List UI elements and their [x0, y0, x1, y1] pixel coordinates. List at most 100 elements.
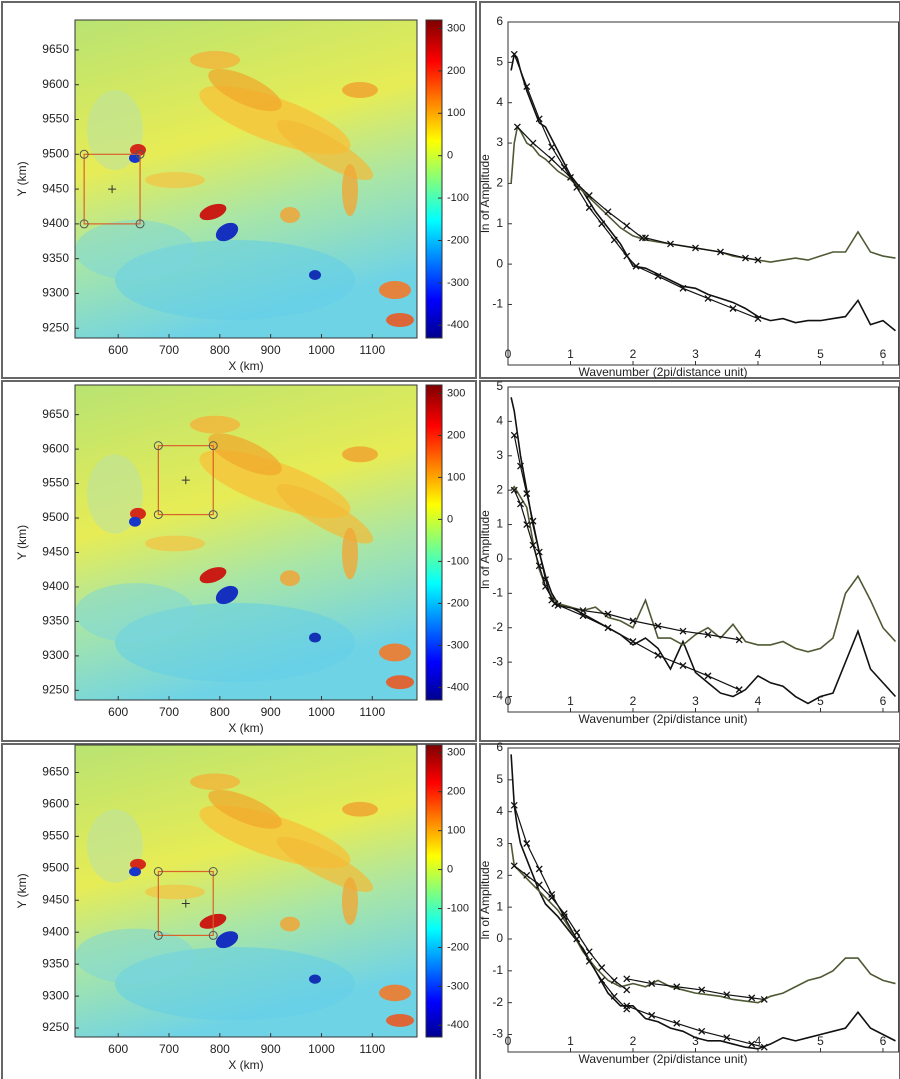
- colorbar-tick-label: 300: [447, 747, 465, 759]
- x-tick-label: 700: [159, 343, 179, 357]
- x-marker: [579, 607, 587, 615]
- x-marker: [704, 672, 712, 680]
- colorbar-tick-label: 300: [447, 387, 465, 399]
- y-tick-label: -2: [492, 620, 503, 634]
- colorbar-tick-label: -400: [447, 1019, 469, 1031]
- x-marker: [523, 840, 531, 847]
- x-tick-label: 1000: [308, 343, 335, 357]
- x-marker: [642, 234, 649, 242]
- x-tick-label: 1: [567, 694, 574, 708]
- x-tick-label: 5: [817, 694, 824, 708]
- series-line: [645, 237, 759, 261]
- x-marker: [610, 976, 618, 984]
- x-marker: [554, 601, 562, 609]
- x-marker: [723, 991, 731, 999]
- window-corner: [208, 930, 218, 940]
- y-tick-label: 9650: [42, 42, 69, 56]
- x-tick-label: 0: [505, 1034, 512, 1048]
- x-tick-label: 900: [261, 1042, 281, 1056]
- y-tick-label: 1: [496, 899, 503, 913]
- y-tick-label: -1: [492, 963, 503, 977]
- colorbar-tick-label: 0: [447, 863, 453, 875]
- x-marker: [717, 248, 724, 256]
- x-marker: [573, 935, 581, 943]
- y-tick-label: 3: [496, 135, 503, 149]
- series-line: [635, 265, 759, 320]
- y-tick-label: 1: [496, 517, 503, 531]
- axes-box: [507, 747, 900, 1053]
- x-marker: [748, 1040, 756, 1048]
- x-marker: [648, 980, 656, 988]
- colorbar-tick-label: -300: [447, 980, 469, 992]
- window-corner: [79, 149, 89, 159]
- x-marker: [529, 517, 537, 525]
- axes-box: [74, 744, 418, 1038]
- colorbar-tick-label: -100: [447, 555, 469, 567]
- window-corner: [153, 510, 163, 520]
- y-tick-label: 9600: [42, 77, 69, 91]
- x-marker: [585, 192, 593, 199]
- x-marker: [542, 583, 549, 590]
- colorbar-tick-label: -400: [447, 681, 469, 693]
- panel: [479, 1, 900, 379]
- x-marker: [698, 1027, 706, 1035]
- series-line: [554, 603, 740, 691]
- x-marker: [579, 612, 587, 620]
- series-line: [557, 604, 740, 641]
- x-tick-label: 0: [505, 694, 512, 708]
- x-axis-label: Wavenumber (2pi/distance unit): [579, 712, 748, 726]
- y-tick-label: -3: [492, 1027, 503, 1041]
- y-tick-label: 2: [496, 482, 503, 496]
- x-marker: [598, 976, 606, 984]
- window-center: [181, 899, 190, 908]
- y-tick-label: 2: [496, 868, 503, 882]
- x-marker: [704, 631, 712, 639]
- x-marker: [604, 610, 612, 618]
- y-tick-label: 9650: [42, 407, 69, 421]
- x-tick-label: 0: [505, 347, 512, 361]
- x-marker: [760, 996, 768, 1003]
- y-tick-label: 6: [496, 740, 503, 754]
- x-marker: [585, 204, 593, 212]
- x-marker: [585, 957, 593, 965]
- colorbar-tick-label: 0: [447, 150, 453, 162]
- x-marker: [679, 284, 687, 292]
- y-tick-label: 9400: [42, 924, 69, 938]
- y-tick-label: 4: [496, 95, 503, 109]
- map-image: [75, 385, 417, 701]
- x-marker: [535, 881, 543, 889]
- x-marker: [604, 624, 612, 632]
- colorbar-tick-label: -300: [447, 277, 469, 289]
- series-line: [510, 843, 896, 1004]
- x-tick-label: 900: [261, 343, 281, 357]
- x-marker: [523, 490, 531, 498]
- axes-box: [74, 384, 418, 701]
- y-tick-label: 3: [496, 448, 503, 462]
- x-marker: [548, 155, 556, 163]
- colorbar: [425, 19, 443, 339]
- y-tick-label: 9450: [42, 545, 69, 559]
- colorbar-tick-label: -100: [447, 902, 469, 914]
- x-marker: [517, 462, 524, 470]
- y-axis-label: Y (km): [15, 161, 29, 196]
- y-tick-label: -2: [492, 995, 503, 1009]
- map-image: [75, 20, 417, 338]
- colorbar-tick-label: -400: [447, 319, 469, 331]
- panel: [479, 743, 900, 1079]
- y-tick-label: 9600: [42, 797, 69, 811]
- colorbar-tick-label: 0: [447, 513, 453, 525]
- axes-box: [507, 386, 900, 713]
- colorbar-tick-label: 200: [447, 786, 465, 798]
- window-corner: [79, 219, 89, 229]
- x-marker: [510, 801, 518, 809]
- x-axis-label: Wavenumber (2pi/distance unit): [579, 365, 748, 379]
- y-tick-label: 9350: [42, 251, 69, 265]
- x-tick-label: 3: [692, 694, 699, 708]
- colorbar: [425, 384, 443, 701]
- window-box: [83, 153, 141, 225]
- y-tick-label: 0: [496, 931, 503, 945]
- y-tick-label: 5: [496, 772, 503, 786]
- x-marker: [523, 871, 531, 879]
- map-image: [75, 745, 417, 1037]
